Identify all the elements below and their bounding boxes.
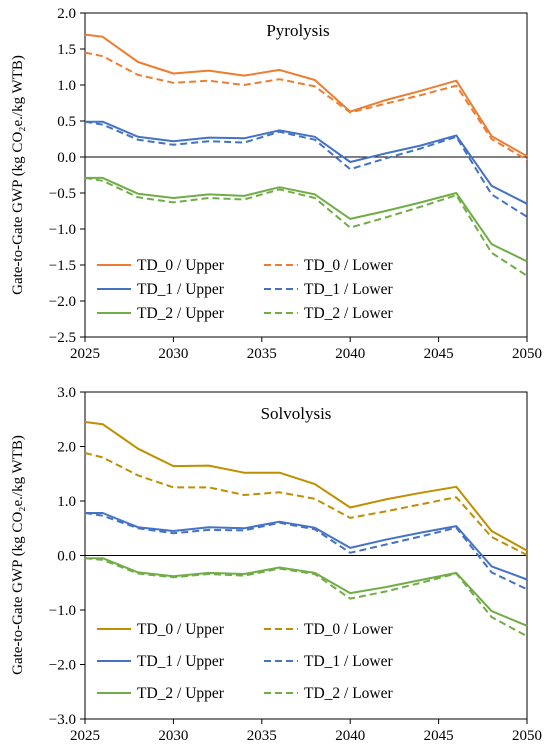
y-tick-label: −1.0 [49,603,76,619]
series-line [84,452,528,556]
tick-labels: −3.0 −2.0 −1.0 0.0 1.0 2.0 3.0 2025 2030 2035 2040… [49,385,542,744]
x-tick-label: 2045 [424,346,454,362]
legend: TD_0 / Upper TD_0 / Lower TD_1 / Upper TD_1… [97,621,394,702]
legend-label: TD_2 / Lower [304,685,394,702]
y-tick-label: −2.0 [49,658,76,674]
y-tick-label: 2.0 [57,6,76,22]
y-tick-label: 3.0 [57,385,76,401]
chart-title: Solvolysis [261,404,332,423]
x-tick-label: 2050 [512,728,542,744]
x-tick-label: 2040 [335,346,365,362]
y-tick-label: −0.5 [49,186,76,202]
series-line [84,176,528,277]
y-tick-label: −1.0 [49,222,76,238]
legend-label: TD_2 / Lower [304,305,394,322]
tick-labels: −2.5 −2.0 −1.5 −1.0 −0.5 0.0 0.5 1.0 1.5 2.0 2025 2… [49,6,542,362]
y-tick-label: −2.0 [49,294,76,310]
legend-label: TD_0 / Lower [304,621,394,638]
y-tick-label: 0.0 [57,150,76,166]
series-line [84,557,528,638]
y-tick-label: −1.5 [49,258,76,274]
legend-label: TD_1 / Lower [304,653,394,670]
series-line [84,421,528,552]
y-axis-label: Gate-to-Gate GWP (kg CO₂e./kg WTB) [10,435,26,675]
y-tick-label: 2.0 [57,440,76,456]
x-tick-label: 2050 [512,346,542,362]
y-tick-label: 1.0 [57,78,76,94]
x-tick-label: 2030 [158,728,188,744]
legend-label: TD_0 / Lower [304,257,394,274]
y-tick-label: 0.0 [57,549,76,565]
series-line [85,557,528,627]
legend-label: TD_1 / Lower [304,281,394,298]
y-tick-label: −3.0 [49,712,76,728]
y-axis-label: Gate-to-Gate GWP (kg CO₂e./kg WTB) [10,55,26,295]
legend-label: TD_0 / Upper [137,257,225,274]
x-tick-label: 2040 [335,728,365,744]
legend-label: TD_2 / Upper [137,305,225,322]
series-line [84,33,528,158]
pyrolysis-chart: Pyrolysis Gate-to-Gate GWP (kg CO₂e./kg … [10,6,542,362]
series-line [84,120,528,218]
x-tick-label: 2035 [247,728,277,744]
series-lines [84,421,528,638]
legend-label: TD_2 / Upper [137,685,225,702]
series-line [85,176,528,263]
legend: TD_0 / Upper TD_0 / Lower TD_1 / Upper TD_1… [97,257,394,322]
y-tick-label: 0.5 [57,114,76,130]
series-line [85,120,528,205]
y-tick-label: 1.5 [57,42,76,58]
series-line [85,512,528,581]
legend-label: TD_1 / Upper [137,653,225,670]
legend-label: TD_0 / Upper [137,621,225,638]
solvolysis-chart: Solvolysis Gate-to-Gate GWP (kg CO₂e./kg… [10,385,542,744]
series-line [84,512,528,591]
y-tick-label: 1.0 [57,494,76,510]
x-tick-label: 2035 [247,346,277,362]
y-tick-label: −2.5 [49,330,76,346]
x-tick-label: 2025 [70,728,100,744]
x-tick-label: 2045 [424,728,454,744]
series-lines [84,33,528,277]
x-tick-label: 2025 [70,346,100,362]
legend-label: TD_1 / Upper [137,281,225,298]
chart-title: Pyrolysis [266,21,329,40]
x-tick-label: 2030 [158,346,188,362]
plot-frame [84,12,528,338]
